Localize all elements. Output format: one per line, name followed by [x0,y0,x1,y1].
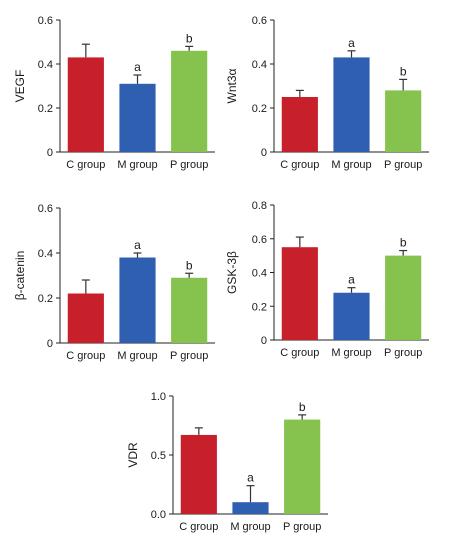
bar-m-group [333,292,370,340]
y-tick-label: 0.0 [151,509,166,521]
bar-m-group [333,57,370,152]
x-category-label: P group [384,347,422,359]
x-category-label: C group [66,350,105,362]
y-tick-label: 0.6 [38,15,53,27]
y-axis-label: GSK-3β [225,251,239,294]
y-tick-label: 0 [261,147,267,159]
x-category-label: C group [179,521,218,533]
significance-label: a [348,273,355,287]
significance-label: b [299,400,306,414]
bar-c-group [67,293,104,343]
x-category-label: P group [170,159,208,171]
y-tick-label: 0.4 [252,268,267,280]
significance-label: a [247,471,254,485]
significance-label: a [134,238,141,252]
x-category-label: C group [66,159,105,171]
significance-label: b [186,31,193,45]
significance-label: b [400,236,407,250]
y-tick-label: 0.5 [151,450,166,462]
x-category-label: M group [331,159,371,171]
x-category-label: P group [384,159,422,171]
y-tick-label: 1.0 [151,391,166,403]
y-tick-label: 0.2 [38,103,53,115]
bar-m-group [232,502,269,514]
significance-label: b [400,64,407,78]
bar-p-group [171,50,208,152]
bar-p-group [385,255,422,340]
x-category-label: P group [170,350,208,362]
bar-c-group [281,97,318,152]
y-tick-label: 0.6 [38,203,53,215]
y-tick-label: 0 [261,335,267,347]
y-tick-label: 0 [47,338,53,350]
y-axis-label: VDR [126,442,140,468]
y-tick-label: 0.4 [252,59,267,71]
x-category-label: M group [331,347,371,359]
significance-label: b [186,258,193,272]
chart-panel-4: 0 0.2 0.4 0.6 0.8 GSK-3β C group a M group b P gro… [225,200,429,359]
y-axis-label: Wnt3α [225,68,239,103]
chart-panel-5: 0.0 0.5 1.0 VDR C group a M group b P group [126,391,328,533]
bar-m-group [119,257,156,343]
y-axis-label: β-catenin [13,251,27,301]
x-category-label: C group [280,159,319,171]
y-tick-label: 0 [47,147,53,159]
y-axis-label: VEGF [13,70,27,103]
bar-c-group [180,434,217,514]
bar-c-group [67,57,104,152]
y-tick-label: 0.4 [38,248,53,260]
bar-p-group [284,419,321,514]
x-category-label: P group [283,521,321,533]
significance-label: a [134,60,141,74]
y-tick-label: 0.2 [38,293,53,305]
x-category-label: M group [117,159,157,171]
x-category-label: C group [280,347,319,359]
y-tick-label: 0.2 [252,103,267,115]
chart-panel-1: 0 0.2 0.4 0.6 VEGF C group a M group b P group [13,15,215,171]
chart-panel-3: 0 0.2 0.4 0.6 β-catenin C group a M group b P gro… [13,203,215,362]
x-category-label: M group [230,521,270,533]
bar-p-group [171,277,208,343]
significance-label: a [348,36,355,50]
y-tick-label: 0.6 [252,234,267,246]
y-tick-label: 0.4 [38,59,53,71]
bar-m-group [119,83,156,152]
y-tick-label: 0.6 [252,15,267,27]
y-tick-label: 0.2 [252,301,267,313]
bar-c-group [281,247,318,340]
x-category-label: M group [117,350,157,362]
chart-panel-2: 0 0.2 0.4 0.6 Wnt3α C group a M group b P group [225,15,429,171]
bar-p-group [385,90,422,152]
y-tick-label: 0.8 [252,200,267,212]
